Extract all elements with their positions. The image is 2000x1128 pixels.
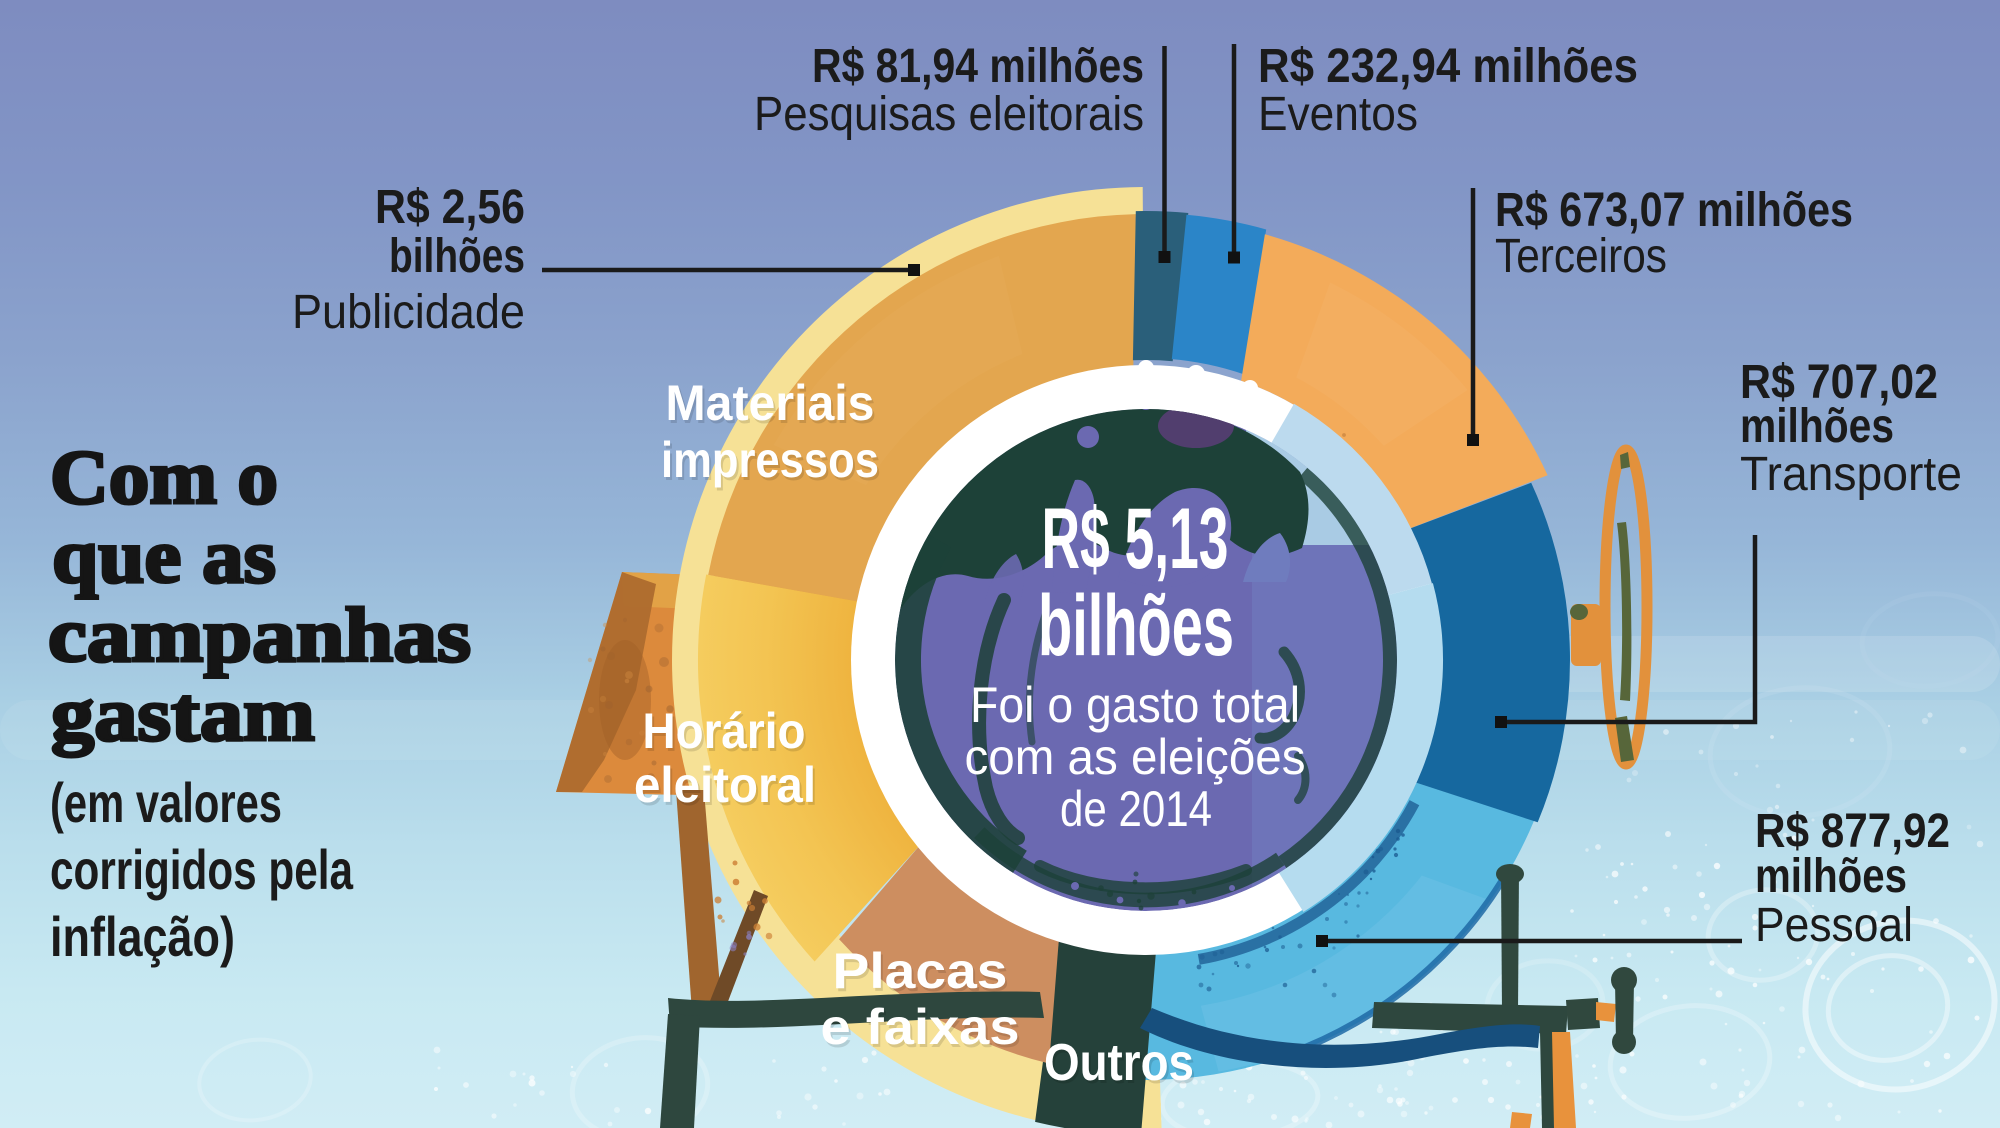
svg-text:Horário: Horário [643, 703, 806, 759]
svg-text:bilhões: bilhões [389, 230, 525, 283]
svg-text:Outros: Outros [1044, 1034, 1194, 1092]
svg-text:inflação): inflação) [50, 905, 235, 968]
svg-text:bilhões: bilhões [1038, 578, 1234, 674]
svg-text:milhões: milhões [1755, 850, 1907, 903]
svg-text:que as: que as [52, 513, 276, 599]
svg-text:e faixas: e faixas [821, 999, 1020, 1055]
svg-text:Eventos: Eventos [1258, 88, 1418, 141]
svg-text:Placas: Placas [833, 943, 1008, 999]
svg-text:Outros: Outros [1046, 1037, 1196, 1095]
svg-text:impressos: impressos [661, 432, 879, 488]
svg-text:impressos: impressos [663, 435, 881, 491]
svg-text:R$ 81,94 milhões: R$ 81,94 milhões [812, 40, 1144, 93]
svg-text:R$ 673,07 milhões: R$ 673,07 milhões [1495, 184, 1853, 237]
svg-text:Terceiros: Terceiros [1495, 230, 1667, 283]
svg-text:de 2014: de 2014 [1060, 781, 1212, 837]
svg-text:R$ 5,13: R$ 5,13 [1042, 491, 1229, 587]
svg-text:Pesquisas eleitorais: Pesquisas eleitorais [754, 88, 1144, 141]
svg-text:Foi o gasto total: Foi o gasto total [970, 677, 1300, 733]
svg-text:milhões: milhões [1740, 400, 1894, 453]
svg-text:Materiais: Materiais [666, 375, 875, 431]
svg-text:R$ 877,92: R$ 877,92 [1755, 805, 1950, 858]
svg-text:com as eleições: com as eleições [965, 729, 1306, 785]
svg-text:corrigidos pela: corrigidos pela [50, 838, 354, 901]
svg-text:campanhas: campanhas [48, 592, 471, 678]
svg-text:(em valores: (em valores [50, 771, 282, 834]
svg-text:Transporte: Transporte [1740, 448, 1962, 501]
svg-text:Pessoal: Pessoal [1755, 899, 1913, 952]
svg-text:R$ 707,02: R$ 707,02 [1740, 356, 1938, 409]
svg-text:Materiais: Materiais [668, 378, 877, 434]
svg-text:Com o: Com o [50, 434, 278, 520]
svg-text:R$ 232,94 milhões: R$ 232,94 milhões [1258, 40, 1638, 93]
svg-text:Publicidade: Publicidade [292, 286, 525, 339]
svg-text:e faixas: e faixas [823, 1002, 1022, 1058]
svg-text:eleitoral: eleitoral [636, 760, 818, 816]
svg-text:Placas: Placas [835, 946, 1010, 1002]
svg-text:Horário: Horário [645, 706, 808, 762]
svg-text:gastam: gastam [51, 671, 315, 757]
svg-text:eleitoral: eleitoral [634, 757, 816, 813]
svg-text:R$ 2,56: R$ 2,56 [375, 181, 525, 234]
